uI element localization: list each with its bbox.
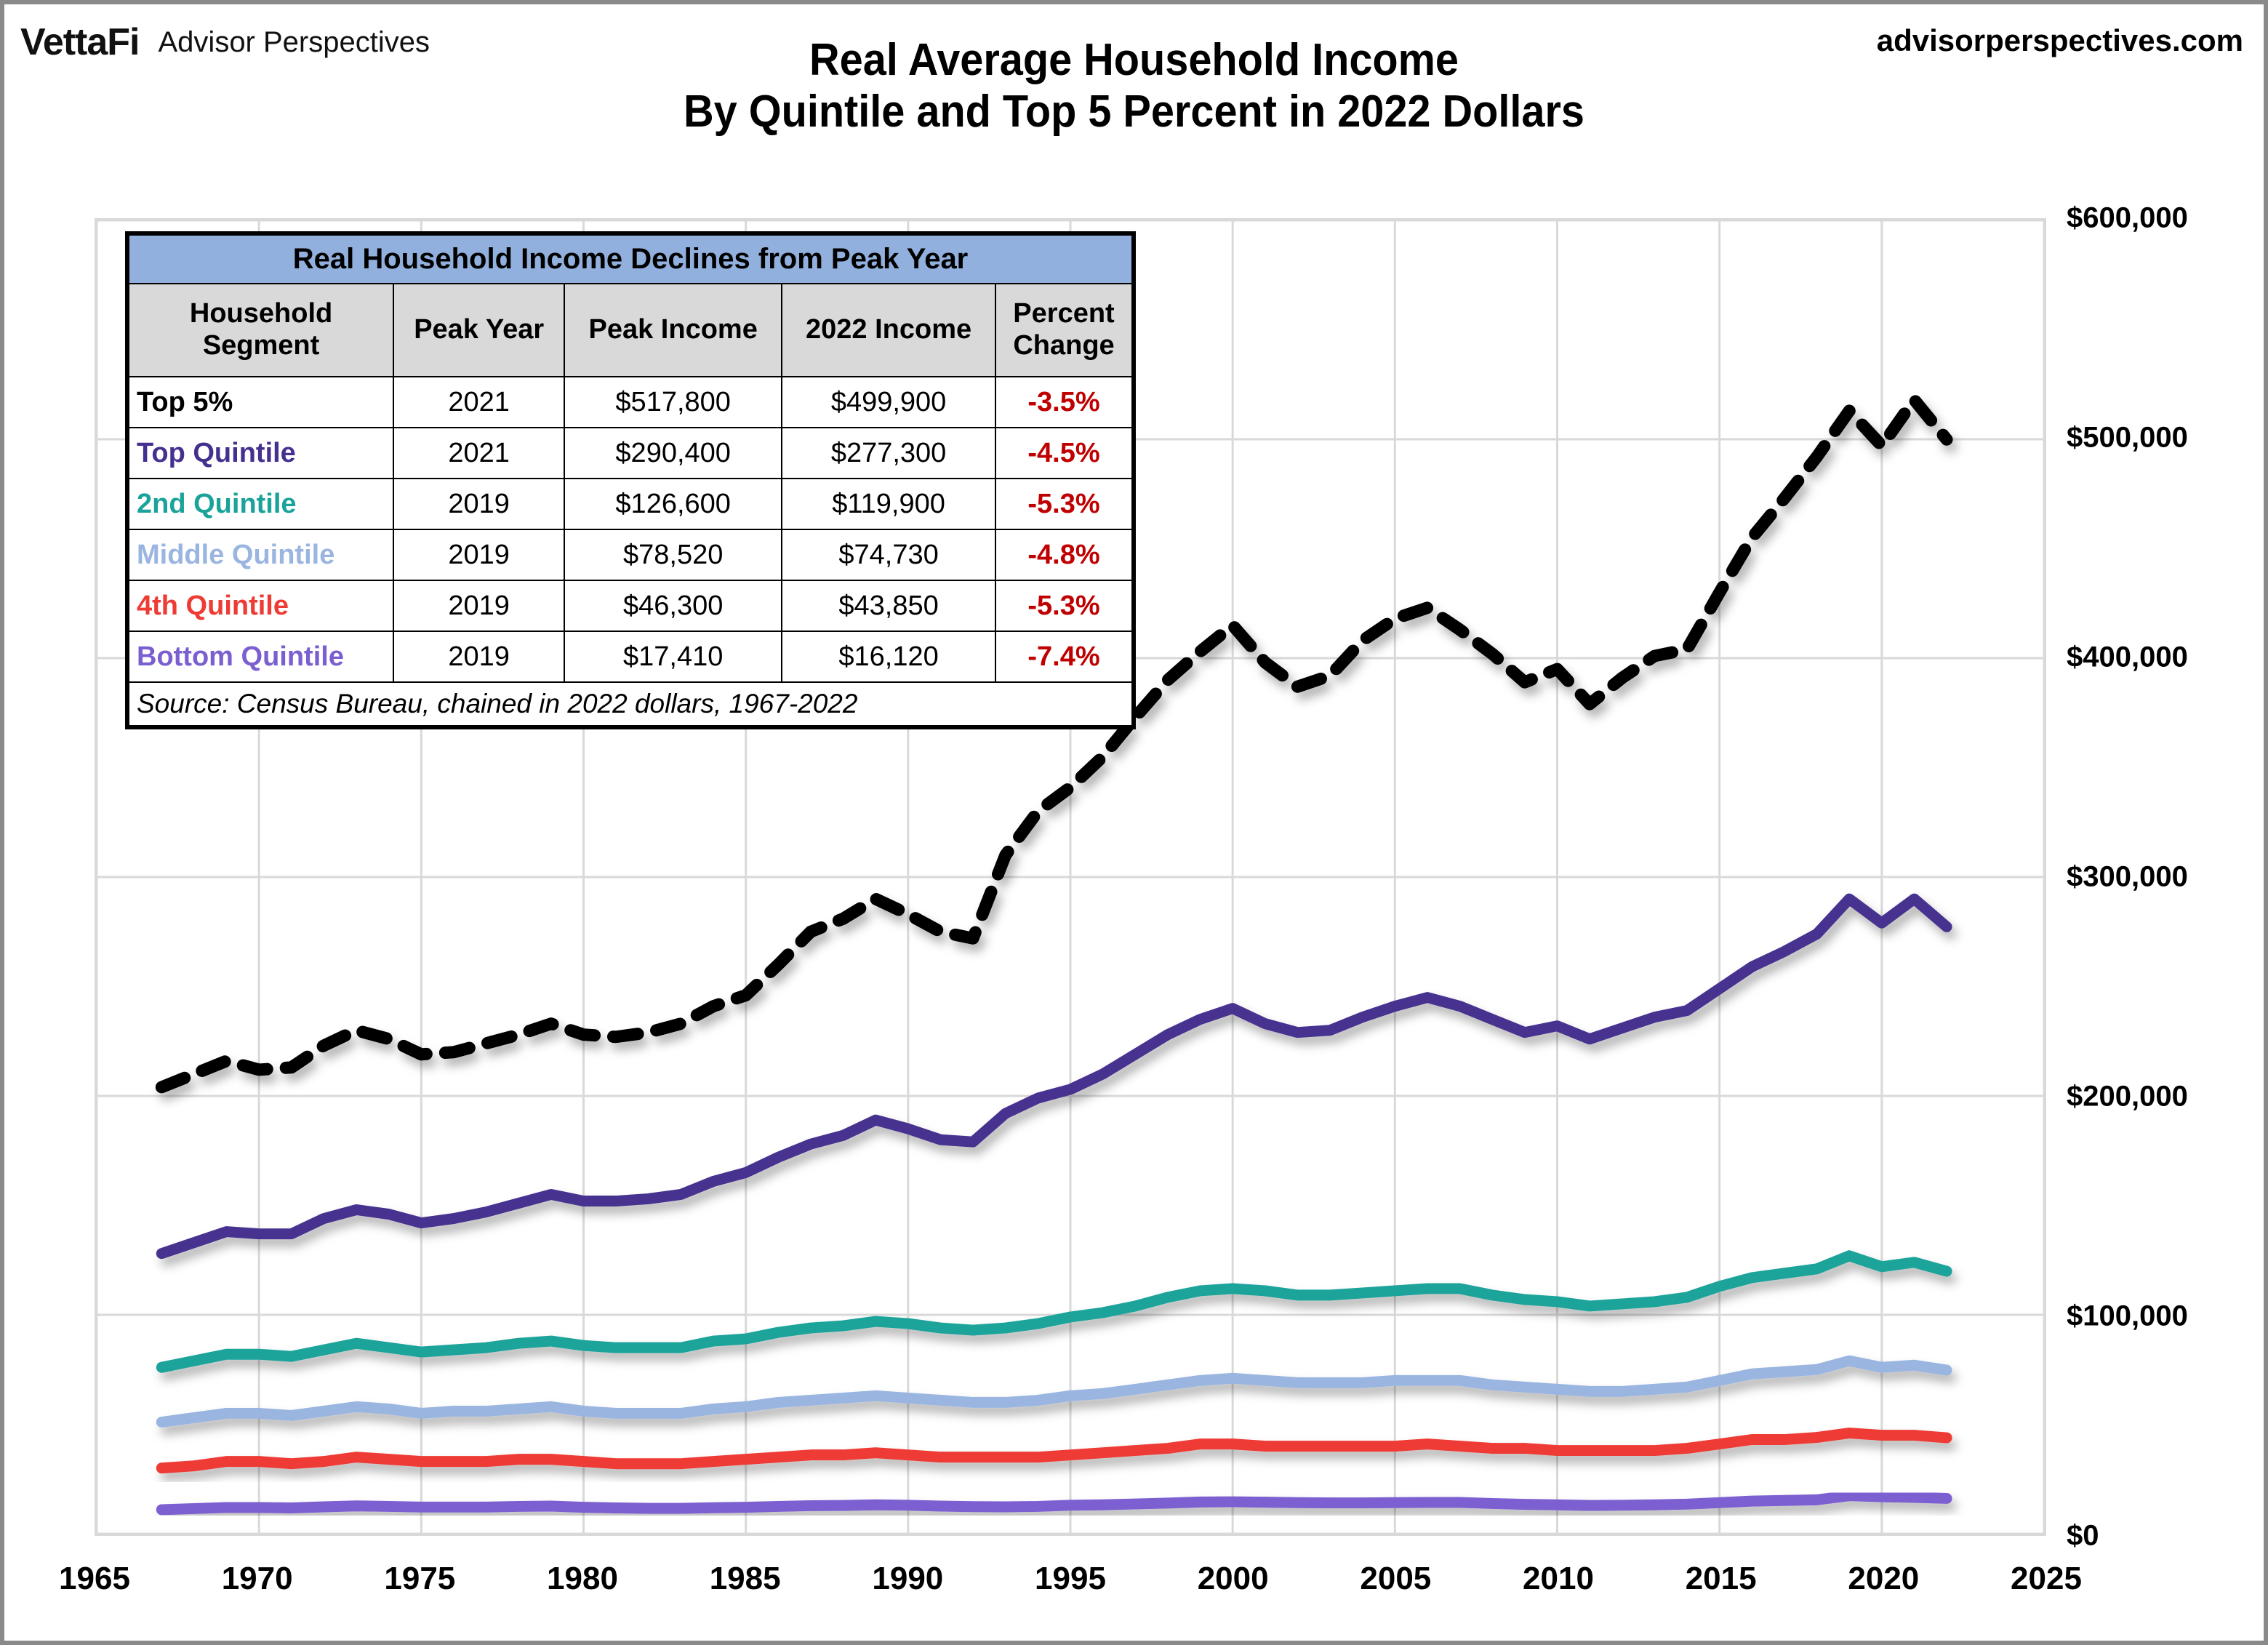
x-axis-tick-label: 2005: [1360, 1561, 1432, 1596]
table-cell-peak-income: $17,410: [564, 631, 783, 683]
x-axis-tick-label: 2015: [1685, 1561, 1757, 1596]
site-url-label: advisorperspectives.com: [1876, 23, 2243, 57]
series-line-2nd-quintile: [156, 1250, 1952, 1373]
series-line-4th-quintile: [156, 1428, 1952, 1474]
table-cell-income-2022: $499,900: [781, 376, 996, 428]
table-cell-peak-income: $46,300: [564, 580, 783, 632]
series-line-top-5-: [155, 393, 1953, 1094]
x-axis-tick-label: 1990: [872, 1561, 944, 1596]
brand-header: VettaFi Advisor Perspectives: [20, 20, 430, 64]
table-header-row: Household Segment Peak Year Peak Income 2022…: [127, 283, 1133, 377]
table-cell-segment: 2nd Quintile: [127, 478, 395, 530]
title-line-1: Real Average Household Income: [809, 35, 1459, 85]
table-cell-peak-income: $78,520: [564, 529, 783, 581]
summary-table: Real Household Income Declines from Peak…: [125, 231, 1136, 729]
x-axis-tick-label: 2010: [1523, 1561, 1594, 1596]
series-line-top-quintile: [156, 893, 1952, 1260]
y-axis-tick-label: $200,000: [2067, 1080, 2188, 1113]
table-cell-percent-change: -5.3%: [995, 478, 1133, 530]
x-axis-tick-label: 1985: [709, 1561, 781, 1596]
table-cell-peak-year: 2021: [393, 427, 566, 479]
table-header-2: Peak Income: [564, 283, 783, 377]
x-axis-tick-label: 2025: [2011, 1561, 2082, 1596]
table-cell-segment: Top Quintile: [127, 427, 395, 479]
table-cell-peak-income: $290,400: [564, 427, 783, 479]
title-line-2: By Quintile and Top 5 Percent in 2022 Do…: [684, 86, 1584, 137]
y-axis-tick-label: $100,000: [2067, 1300, 2188, 1332]
table-cell-percent-change: -4.8%: [995, 529, 1133, 581]
table-row: Middle Quintile 2019 $78,520 $74,730 -4.8%: [127, 529, 1133, 581]
series-lines: [155, 393, 1953, 1516]
y-axis-tick-label: $0: [2067, 1519, 2099, 1552]
x-axis-tick-label: 2000: [1197, 1561, 1269, 1596]
table-cell-percent-change: -3.5%: [995, 376, 1133, 428]
table-cell-peak-income: $517,800: [564, 376, 783, 428]
page-title: Real Average Household Income By Quintil…: [4, 35, 2264, 137]
table-header-3: 2022 Income: [781, 283, 996, 377]
y-axis-tick-label: $600,000: [2067, 201, 2188, 234]
table-header-4: Percent Change: [995, 283, 1133, 377]
table-row: 4th Quintile 2019 $46,300 $43,850 -5.3%: [127, 580, 1133, 632]
vettafi-logo: VettaFi: [20, 21, 140, 63]
table-cell-peak-year: 2019: [393, 478, 566, 530]
table-cell-peak-income: $126,600: [564, 478, 783, 530]
table-cell-income-2022: $43,850: [781, 580, 996, 632]
table-source-note: Source: Census Bureau, chained in 2022 d…: [128, 681, 1133, 727]
table-header-1: Peak Year: [393, 283, 566, 377]
table-title: Real Household Income Declines from Peak…: [128, 234, 1133, 284]
series-line-bottom-quintile: [156, 1490, 1952, 1516]
y-axis-tick-label: $300,000: [2067, 860, 2188, 893]
table-row: 2nd Quintile 2019 $126,600 $119,900 -5.3%: [127, 478, 1133, 530]
y-axis-tick-label: $500,000: [2067, 421, 2188, 454]
table-header-0: Household Segment: [127, 283, 395, 377]
x-axis-tick-label: 1980: [547, 1561, 618, 1596]
table-cell-income-2022: $16,120: [781, 631, 996, 683]
x-axis-tick-label: 1970: [221, 1561, 293, 1596]
table-cell-peak-year: 2019: [393, 631, 566, 683]
x-axis-tick-label: 1975: [384, 1561, 456, 1596]
table-row: Top Quintile 2021 $290,400 $277,300 -4.5%: [127, 427, 1133, 479]
table-row: Top 5% 2021 $517,800 $499,900 -3.5%: [127, 376, 1133, 428]
table-cell-percent-change: -4.5%: [995, 427, 1133, 479]
table-cell-peak-year: 2021: [393, 376, 566, 428]
table-cell-peak-year: 2019: [393, 580, 566, 632]
y-axis-tick-label: $400,000: [2067, 641, 2188, 673]
table-row: Bottom Quintile 2019 $17,410 $16,120 -7.4%: [127, 631, 1133, 683]
x-axis-tick-label: 2020: [1848, 1561, 1920, 1596]
table-cell-percent-change: -5.3%: [995, 580, 1133, 632]
table-cell-segment: 4th Quintile: [127, 580, 395, 632]
table-body: Top 5% 2021 $517,800 $499,900 -3.5% Top Quint…: [127, 376, 1133, 683]
table-cell-segment: Bottom Quintile: [127, 631, 395, 683]
table-cell-income-2022: $74,730: [781, 529, 996, 581]
advisor-perspectives-label: Advisor Perspectives: [158, 25, 430, 58]
x-axis-tick-label: 1995: [1035, 1561, 1106, 1596]
table-cell-peak-year: 2019: [393, 529, 566, 581]
table-cell-percent-change: -7.4%: [995, 631, 1133, 683]
table-cell-segment: Middle Quintile: [127, 529, 395, 581]
x-axis-tick-label: 1965: [59, 1561, 130, 1596]
table-cell-income-2022: $277,300: [781, 427, 996, 479]
table-cell-income-2022: $119,900: [781, 478, 996, 530]
table-cell-segment: Top 5%: [127, 376, 395, 428]
series-line-middle-quintile: [156, 1355, 1952, 1428]
